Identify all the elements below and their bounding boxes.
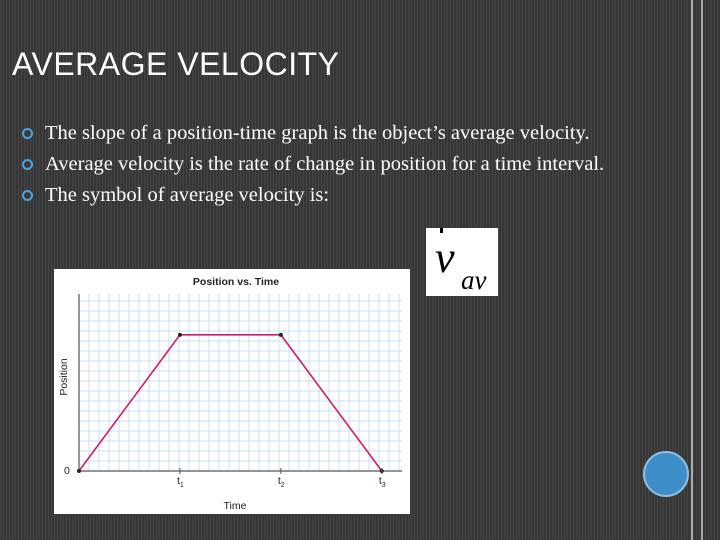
x-ticks: t1 t2 t3	[177, 468, 386, 489]
bullet-list: The slope of a position-time graph is th…	[22, 121, 622, 214]
frame-line-right-inner	[691, 0, 693, 540]
bullet-item: Average velocity is the rate of change i…	[22, 152, 622, 177]
chart-grid	[78, 294, 402, 472]
x-tick-subscript: 2	[281, 482, 285, 489]
x-tick-label: t3	[379, 475, 386, 489]
x-tick-subscript: 1	[180, 482, 184, 489]
x-tick-label: t1	[177, 475, 184, 489]
symbol-subscript: av	[461, 265, 487, 295]
bullet-item: The slope of a position-time graph is th…	[22, 121, 622, 146]
slide-title: AVERAGE VELOCITY	[12, 46, 340, 82]
y-axis-label: Position	[58, 358, 70, 396]
decorative-circle	[643, 451, 689, 497]
x-tick-label: t2	[278, 475, 285, 489]
bullet-item: The symbol of average velocity is:	[22, 183, 622, 208]
data-point	[77, 469, 81, 473]
origin-label: 0	[64, 465, 70, 477]
symbol-main: v	[435, 233, 455, 282]
chart-svg: t1 t2 t3 Position vs. Time Time Position 0	[58, 276, 402, 512]
data-point	[278, 332, 283, 337]
series-line	[78, 334, 383, 472]
chart-title: Position vs. Time	[193, 276, 279, 288]
symbol-bar	[440, 228, 443, 233]
position-time-chart: t1 t2 t3 Position vs. Time Time Position 0	[54, 269, 410, 514]
x-axis-label: Time	[224, 500, 247, 512]
chart-points	[77, 332, 384, 473]
frame-line-right-outer	[701, 0, 703, 540]
velocity-symbol: v av	[426, 228, 498, 296]
data-point	[177, 332, 182, 337]
x-tick-subscript: 3	[382, 482, 386, 489]
